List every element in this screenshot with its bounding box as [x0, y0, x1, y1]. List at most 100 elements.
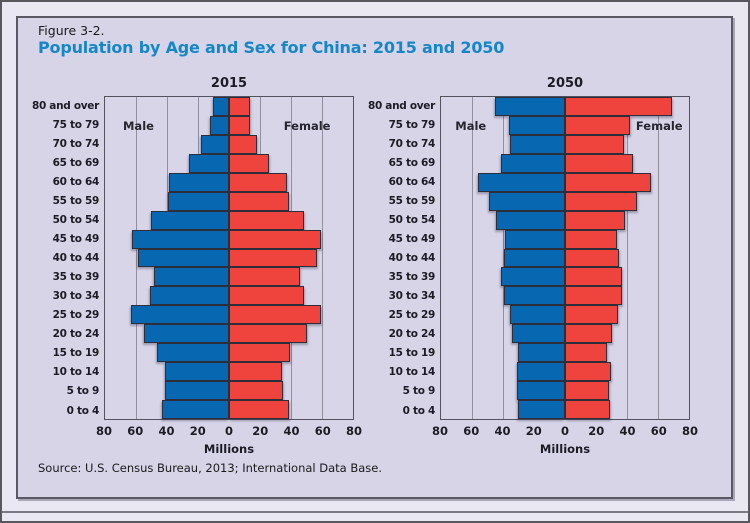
female-bar [565, 324, 612, 344]
female-bar [229, 343, 291, 363]
age-label: 30 to 34 [388, 290, 436, 303]
age-label: 20 to 24 [388, 328, 436, 341]
male-bar [167, 191, 229, 211]
pyramid-row [105, 286, 353, 306]
x-tick-label: 60 [314, 424, 331, 438]
pyramid-row [441, 305, 689, 325]
male-bar [153, 267, 229, 287]
pyramid-row [105, 191, 353, 211]
gridline [472, 97, 473, 419]
male-bar [210, 115, 229, 135]
pyramid-row [441, 191, 689, 211]
female-bar [565, 343, 607, 363]
x-tick-label: 60 [463, 424, 480, 438]
male-bar [150, 210, 229, 230]
female-bar [229, 286, 305, 306]
pyramid-row [105, 267, 353, 287]
age-label: 15 to 19 [52, 347, 100, 360]
female-bar [565, 400, 610, 419]
pyramid-row [441, 115, 689, 135]
age-label: 25 to 29 [388, 309, 436, 322]
age-label: 75 to 79 [388, 118, 436, 131]
female-bar [229, 362, 282, 382]
age-label: 5 to 9 [66, 385, 100, 398]
pyramid-row [105, 172, 353, 192]
pyramid-row [105, 248, 353, 268]
female-bar [229, 267, 301, 287]
female-bar [229, 305, 322, 325]
male-bar [496, 210, 565, 230]
age-label: 35 to 39 [388, 271, 436, 284]
female-bar [565, 267, 623, 287]
female-series-label: Female [635, 119, 683, 133]
female-bar [229, 248, 318, 268]
female-bar [229, 172, 288, 192]
age-label: 70 to 74 [388, 137, 436, 150]
male-bar [165, 381, 229, 400]
male-bar [500, 153, 565, 173]
female-bar [565, 97, 672, 116]
female-bar [229, 381, 284, 400]
female-bar [229, 400, 289, 419]
male-bar [188, 153, 229, 173]
female-bar [565, 172, 652, 192]
x-axis-title: Millions [203, 442, 255, 456]
female-series-label: Female [283, 119, 331, 133]
male-bar [478, 172, 565, 192]
x-tick-label: 80 [345, 424, 363, 438]
male-bar [149, 286, 229, 306]
male-bar [512, 324, 565, 344]
pyramid-row [441, 362, 689, 382]
male-bar [509, 134, 565, 154]
age-label: 50 to 54 [388, 213, 436, 226]
figure-number: Figure 3-2. [38, 23, 105, 38]
x-tick-label: 80 [681, 424, 699, 438]
x-tick-label: 40 [619, 424, 636, 438]
x-tick-label: 0 [224, 424, 234, 438]
male-bar [162, 400, 229, 419]
x-tick-label: 20 [588, 424, 605, 438]
pyramid-row [105, 343, 353, 363]
female-bar [565, 134, 624, 154]
female-bar [565, 229, 617, 249]
x-tick-label: 40 [158, 424, 175, 438]
male-series-label: Male [455, 119, 487, 133]
age-label: 60 to 64 [52, 175, 100, 188]
age-label: 60 to 64 [388, 175, 436, 188]
age-axis-labels: 80 and over 75 to 79 70 to 74 65 to 69 60 to… [357, 96, 435, 420]
gridline [658, 97, 659, 419]
age-axis-labels: 80 and over 75 to 79 70 to 74 65 to 69 60 to… [21, 96, 99, 420]
pyramid-row [441, 172, 689, 192]
pyramid-row [105, 305, 353, 325]
age-label: 40 to 44 [388, 252, 436, 265]
pyramid-row [441, 248, 689, 268]
age-label: 25 to 29 [52, 309, 100, 322]
x-axis-ticks: 80 60 40 20 0 20 40 60 80 [432, 424, 698, 438]
gridline [322, 97, 323, 419]
female-bar [229, 153, 270, 173]
page-bottom-edge [2, 511, 748, 513]
pyramid-row [105, 362, 353, 382]
x-tick-label: 20 [189, 424, 206, 438]
male-bar [503, 248, 565, 268]
female-bar [229, 191, 290, 211]
age-label: 70 to 74 [52, 137, 100, 150]
male-bar [212, 97, 229, 116]
pyramid-rows [105, 97, 353, 419]
gridline [136, 97, 137, 419]
pyramid-row [441, 153, 689, 173]
age-label: 50 to 54 [52, 213, 100, 226]
plot-area-2015: Male Female [104, 96, 354, 420]
female-bar [565, 381, 610, 400]
pyramid-row [105, 115, 353, 135]
age-label: 80 and over [367, 99, 435, 112]
x-tick-label: 60 [127, 424, 144, 438]
age-label: 0 to 4 [402, 404, 436, 417]
age-label: 65 to 69 [388, 156, 436, 169]
male-bar [517, 343, 565, 363]
source-note: Source: U.S. Census Bureau, 2013; Intern… [38, 461, 383, 475]
plot-area-2050: Male Female [440, 96, 690, 420]
figure-title: Population by Age and Sex for China: 201… [38, 38, 505, 57]
x-axis-ticks: 80 60 40 20 0 20 40 60 80 [96, 424, 362, 438]
male-bar [516, 362, 565, 382]
